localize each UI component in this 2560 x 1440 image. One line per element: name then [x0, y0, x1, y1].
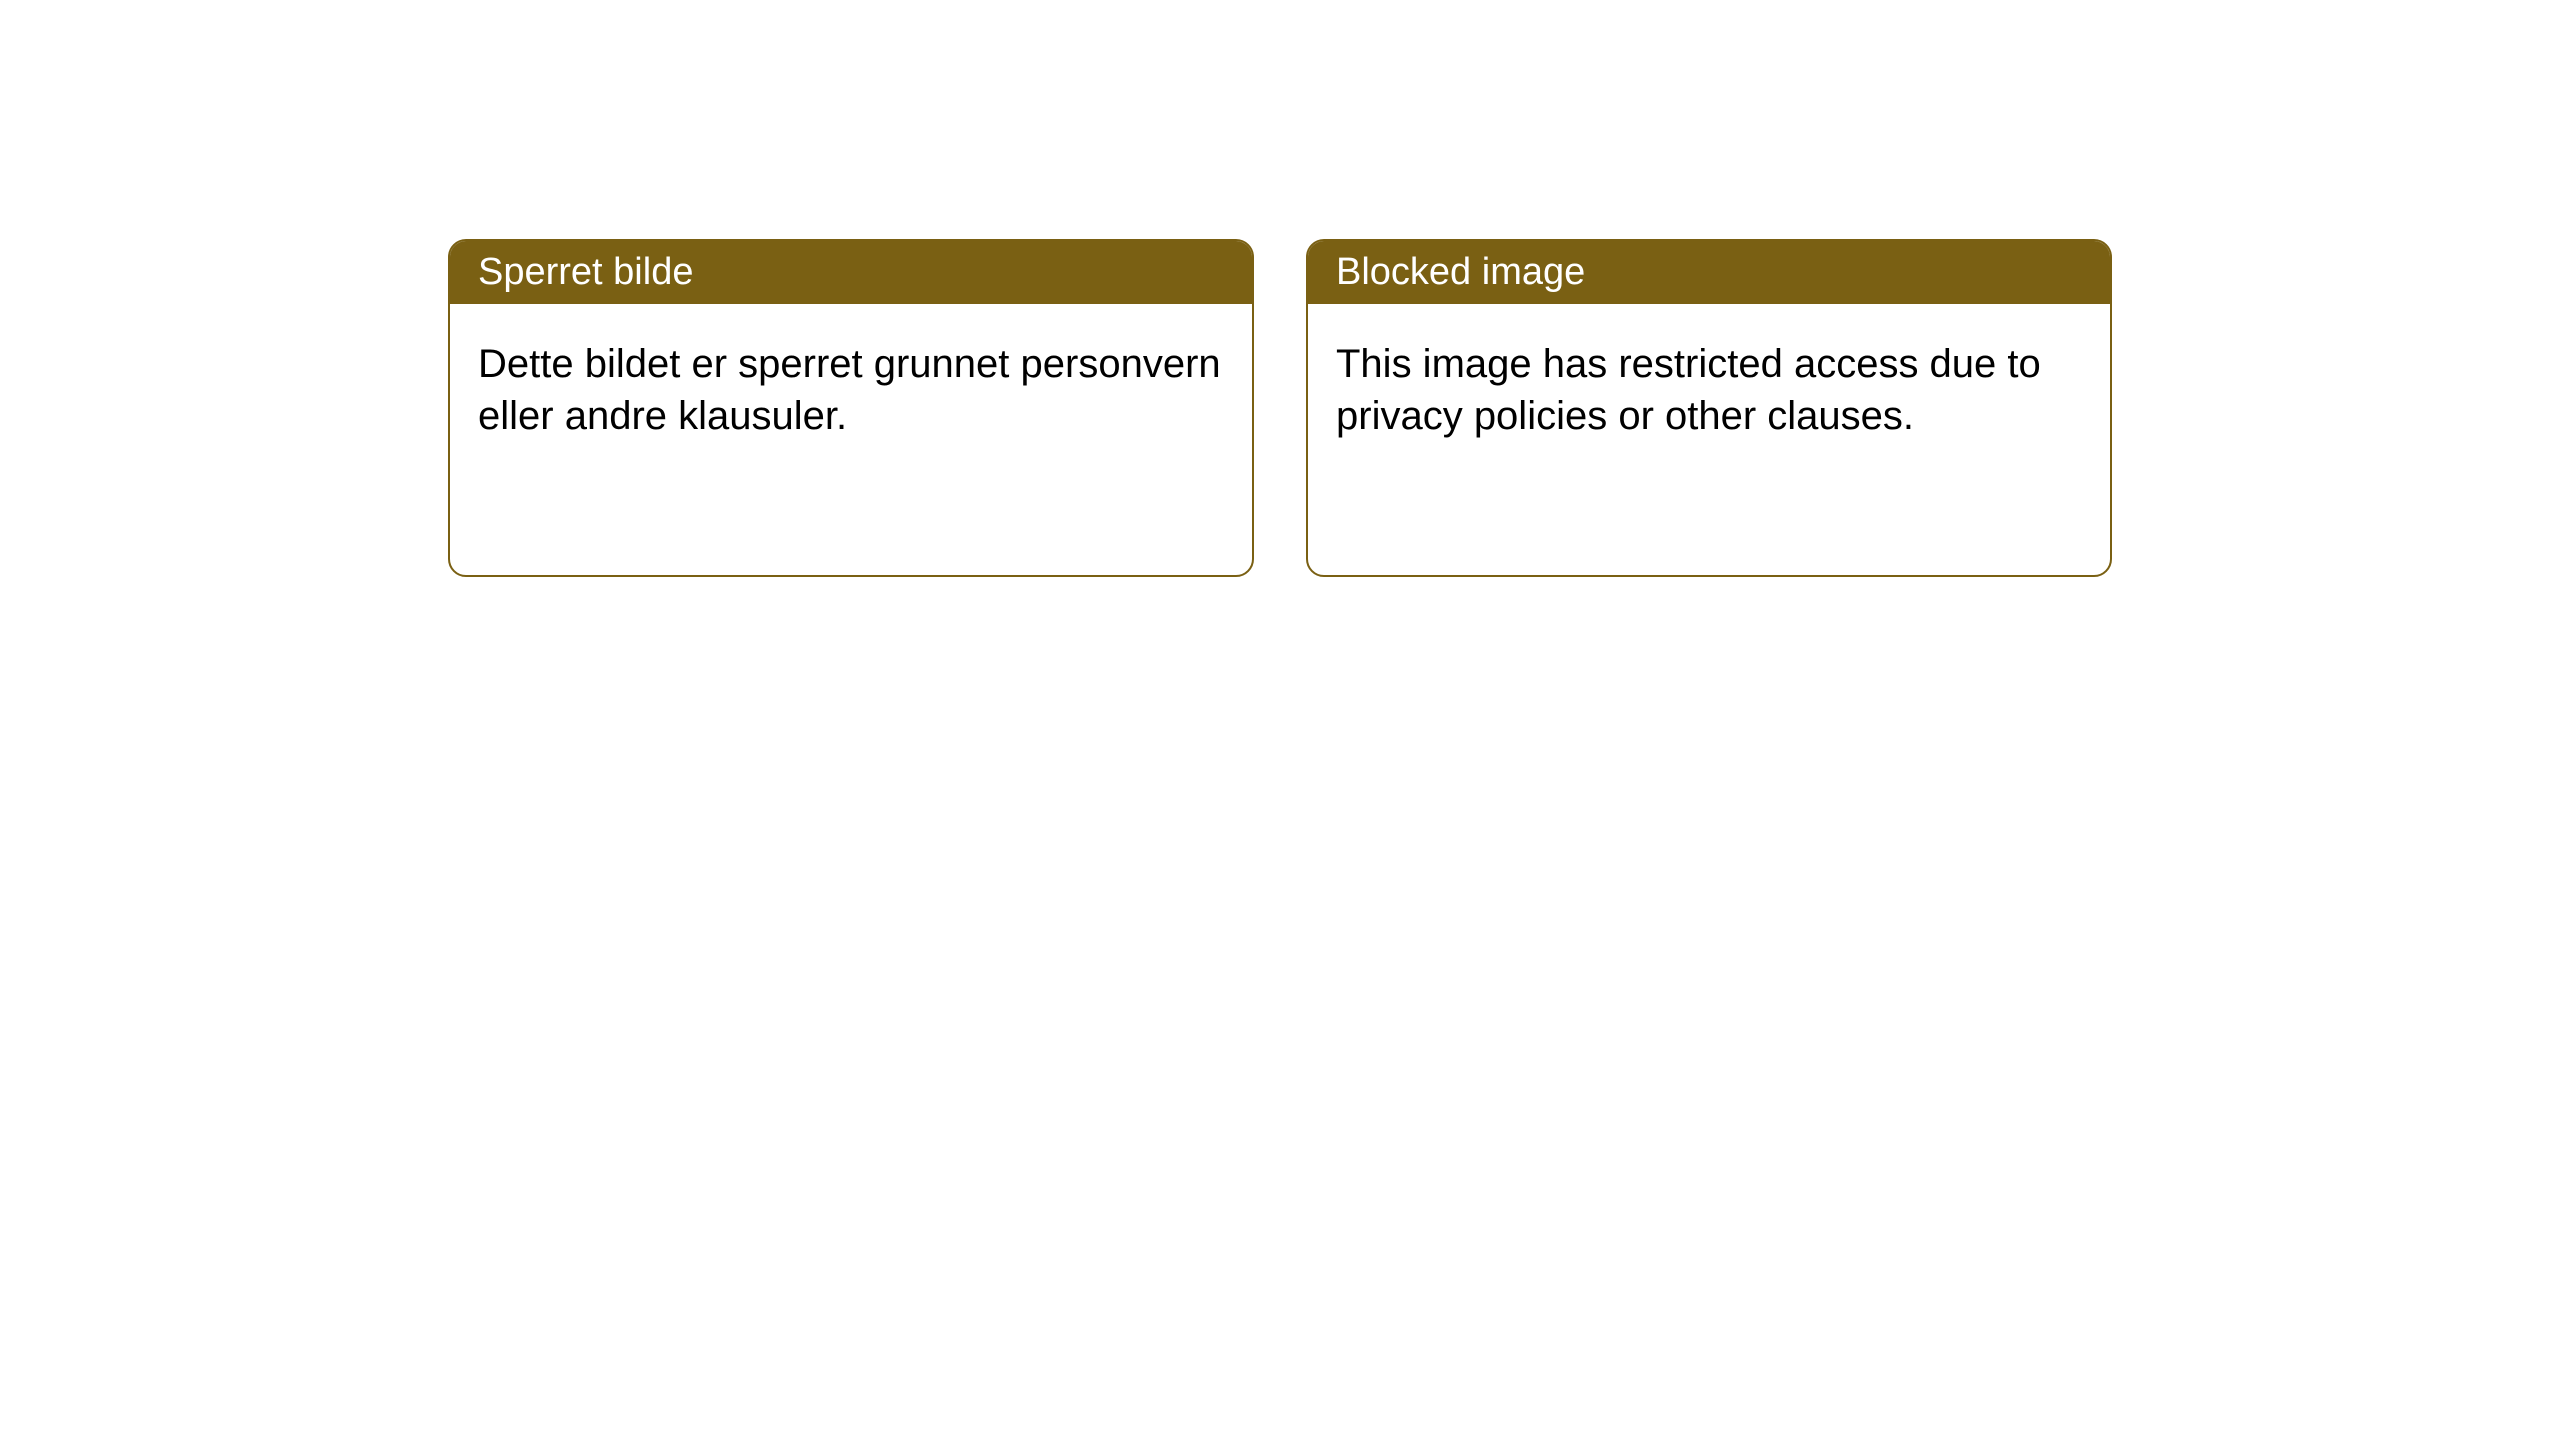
- notice-header-norwegian: Sperret bilde: [450, 241, 1252, 304]
- notice-body-norwegian: Dette bildet er sperret grunnet personve…: [450, 304, 1252, 476]
- notice-body-english: This image has restricted access due to …: [1308, 304, 2110, 476]
- notice-card-english: Blocked image This image has restricted …: [1306, 239, 2112, 577]
- notice-card-norwegian: Sperret bilde Dette bildet er sperret gr…: [448, 239, 1254, 577]
- notice-container: Sperret bilde Dette bildet er sperret gr…: [448, 239, 2112, 577]
- notice-header-english: Blocked image: [1308, 241, 2110, 304]
